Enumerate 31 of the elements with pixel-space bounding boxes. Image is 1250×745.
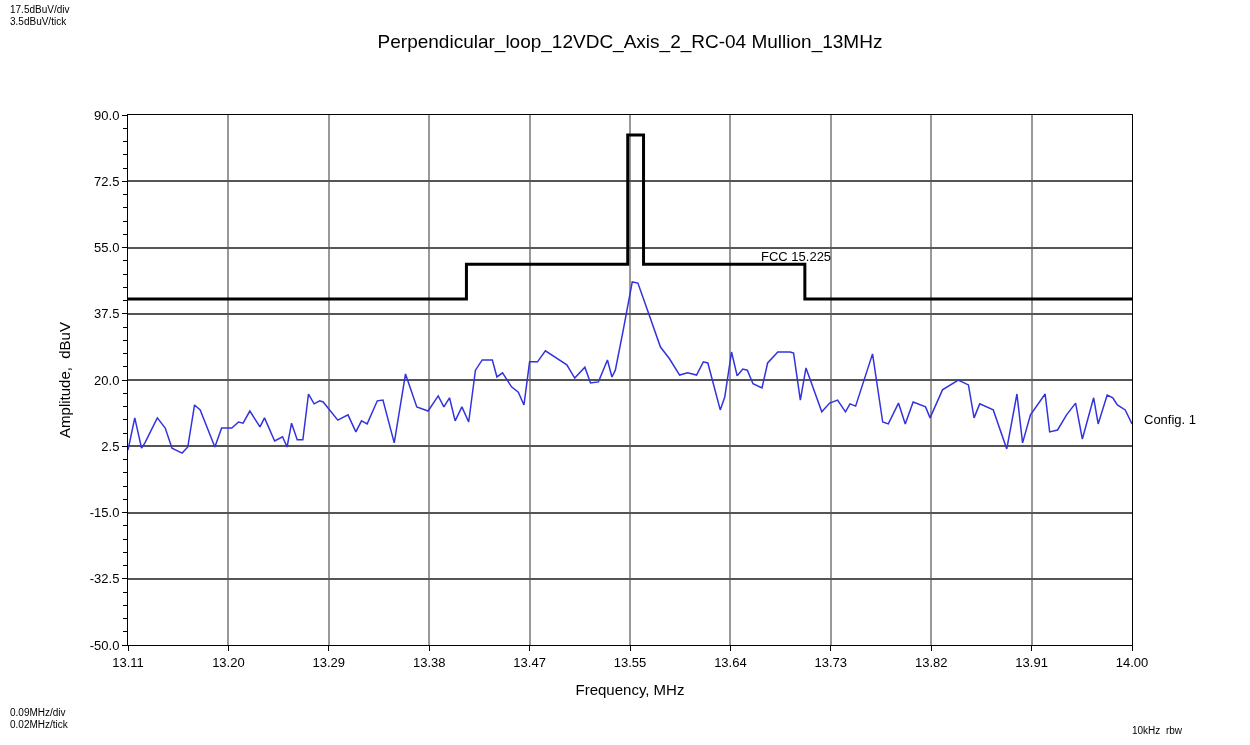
y-axis-title: Amplitude, dBuV	[56, 322, 74, 438]
x-tick-label: 13.91	[1015, 654, 1048, 670]
x-axis-title: Frequency, MHz	[575, 680, 685, 698]
x-tick-label: 13.82	[914, 654, 948, 670]
x-tick-label: 13.47	[513, 654, 546, 670]
y-tick-label: 2.5	[101, 438, 120, 454]
y-tick-label: 55.0	[94, 240, 120, 256]
y-tick-label: -32.5	[89, 571, 120, 587]
y-tick-label: 72.5	[94, 173, 120, 189]
chart-title: Perpendicular_loop_12VDC_Axis_2_RC-04 Mullion_13MHz	[377, 30, 883, 53]
x-tick-label: 13.64	[714, 654, 747, 670]
x-tick-label: 14.00	[1115, 654, 1149, 670]
series-label: FCC 15.225	[761, 249, 832, 264]
x-tick-label: 13.55	[613, 654, 647, 670]
text: 10kHz rbw	[1132, 725, 1183, 736]
line-series	[128, 281, 1132, 454]
y-tick-label: 20.0	[94, 372, 120, 388]
y-tick-label: 90.0	[94, 107, 120, 123]
text: 0.09MHz/div	[10, 707, 66, 718]
x-tick-label: 13.38	[412, 654, 446, 670]
text: 3.5dBuV/tick	[10, 16, 68, 27]
text: 17.5dBuV/div	[10, 4, 70, 15]
y-tick-label: 37.5	[94, 306, 120, 322]
y-tick-label: -50.0	[89, 637, 120, 653]
x-tick-label: 13.11	[112, 654, 144, 670]
y-tick-label: -15.0	[89, 505, 120, 521]
series-label: Config. 1	[1144, 412, 1197, 427]
x-tick-label: 13.29	[312, 654, 346, 670]
x-tick-label: 13.73	[814, 654, 848, 670]
text: 0.02MHz/tick	[10, 719, 69, 730]
x-tick-label: 13.20	[212, 654, 245, 670]
